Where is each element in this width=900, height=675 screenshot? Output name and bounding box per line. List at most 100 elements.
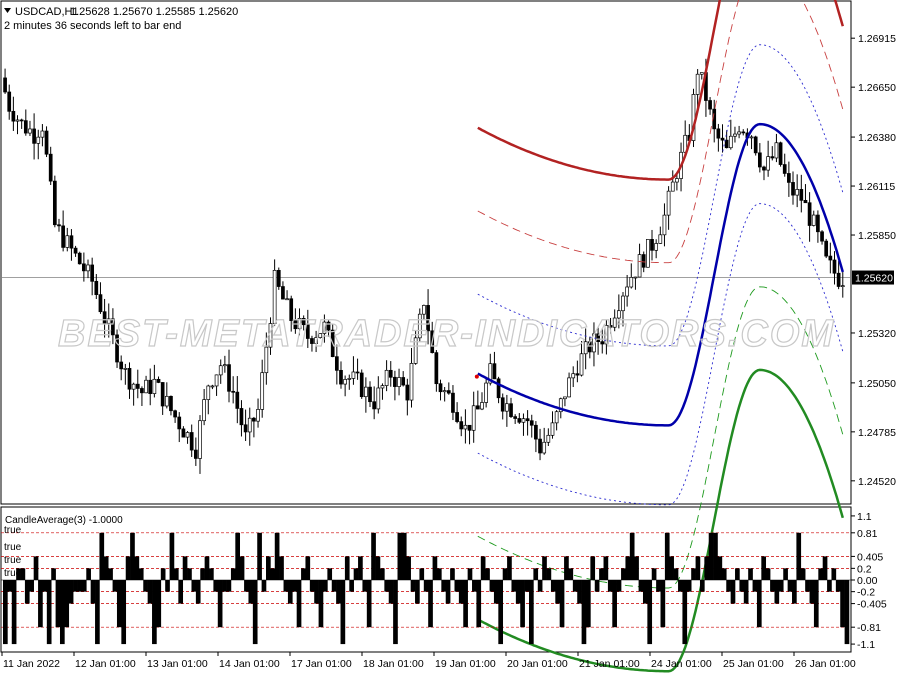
candle	[430, 321, 435, 354]
candle	[364, 377, 368, 413]
histogram-bar	[213, 580, 219, 592]
histogram-bar	[616, 580, 622, 592]
dropdown-triangle-icon[interactable]	[4, 8, 11, 13]
histogram-bar	[46, 580, 52, 645]
histogram-bar	[520, 580, 525, 628]
candle	[264, 332, 269, 385]
candle	[816, 210, 820, 243]
indicator-tick-label: -0.2	[857, 587, 875, 599]
candle	[339, 361, 343, 389]
candle	[235, 376, 240, 424]
histogram-bar	[270, 568, 276, 580]
candle	[733, 126, 737, 143]
candle	[625, 274, 629, 307]
histogram-bar	[42, 580, 48, 592]
histogram-bar	[792, 580, 797, 604]
candle	[820, 230, 824, 245]
candle	[102, 298, 107, 338]
histogram-bar	[248, 580, 254, 604]
histogram-bar	[366, 580, 372, 628]
histogram-bar	[809, 580, 815, 604]
candle	[69, 229, 74, 261]
histogram-bar	[818, 568, 823, 580]
histogram-bar	[406, 556, 411, 580]
candle	[227, 349, 231, 403]
indicator-plot[interactable]	[1, 532, 851, 645]
candle	[334, 344, 339, 385]
histogram-bar	[195, 580, 201, 604]
histogram-bar	[585, 580, 591, 628]
histogram-bar	[371, 532, 376, 580]
candle	[86, 259, 90, 279]
candle	[803, 184, 808, 204]
candle	[293, 308, 298, 334]
histogram-bar	[778, 580, 784, 592]
candle	[691, 88, 696, 148]
indicator-tick-label: 0.81	[857, 528, 878, 540]
regression-bands	[474, 0, 845, 673]
time-tick-label: 14 Jan 01:00	[219, 658, 280, 670]
histogram-bar	[331, 580, 337, 592]
candle	[189, 424, 194, 457]
histogram-bar	[533, 568, 539, 580]
candle	[223, 355, 227, 373]
histogram-bar	[774, 580, 780, 604]
indicator-tick-label: 0.2	[857, 563, 872, 575]
candle	[695, 69, 700, 110]
indicator-tick-label: 0.00	[857, 575, 878, 587]
main-plot[interactable]	[1, 0, 851, 673]
upper-band-dashed	[477, 0, 844, 264]
candle	[451, 385, 455, 421]
histogram-bar	[379, 568, 385, 580]
histogram-bar	[822, 556, 828, 580]
histogram-bar	[467, 568, 473, 580]
candle	[778, 141, 783, 167]
histogram-bar	[770, 580, 775, 592]
candle	[210, 384, 215, 390]
candle	[596, 327, 600, 355]
histogram-bar	[730, 580, 736, 604]
candle	[720, 124, 725, 153]
candle	[310, 335, 314, 352]
histogram-bar	[656, 580, 661, 592]
symbol-label: USDCAD,H1	[15, 6, 79, 18]
candle	[36, 129, 41, 160]
histogram-bar	[840, 580, 845, 628]
histogram-bar	[783, 568, 788, 580]
candle	[567, 372, 571, 398]
histogram-bar	[393, 580, 398, 645]
histogram-bar	[165, 580, 170, 592]
candle	[82, 252, 86, 282]
time-tick-label: 12 Jan 01:00	[75, 658, 136, 670]
candle	[811, 210, 816, 227]
histogram-bar	[450, 568, 455, 580]
histogram-bar	[590, 556, 596, 580]
histogram-bar	[634, 556, 639, 580]
candle	[384, 360, 389, 392]
ohlc-values: 1.25628 1.25670 1.25585 1.25620	[70, 6, 238, 18]
middle-band	[477, 122, 845, 427]
histogram-bar	[353, 568, 359, 580]
candle	[446, 382, 451, 395]
histogram-bar	[581, 580, 587, 645]
histogram-bar	[559, 580, 565, 628]
start-marker	[474, 374, 479, 379]
histogram-bar	[572, 580, 578, 592]
candle	[629, 263, 634, 289]
histogram-bar	[340, 580, 346, 645]
histogram-bar	[134, 556, 140, 580]
histogram-bar	[682, 580, 688, 645]
price-axis: 1.26915 1.26650 1.26380 1.26115 1.25850 1.253…	[851, 33, 896, 488]
histogram-bar	[476, 580, 482, 628]
candle	[61, 210, 65, 252]
candle	[434, 350, 439, 392]
indicator-tick-label: 0.405	[857, 551, 883, 563]
candle	[397, 368, 401, 396]
histogram-bar	[20, 568, 26, 580]
histogram-bar	[7, 580, 13, 592]
candle	[600, 328, 605, 354]
histogram-bar	[173, 568, 179, 580]
histogram-bar	[24, 580, 30, 604]
histogram-bar	[314, 580, 319, 604]
